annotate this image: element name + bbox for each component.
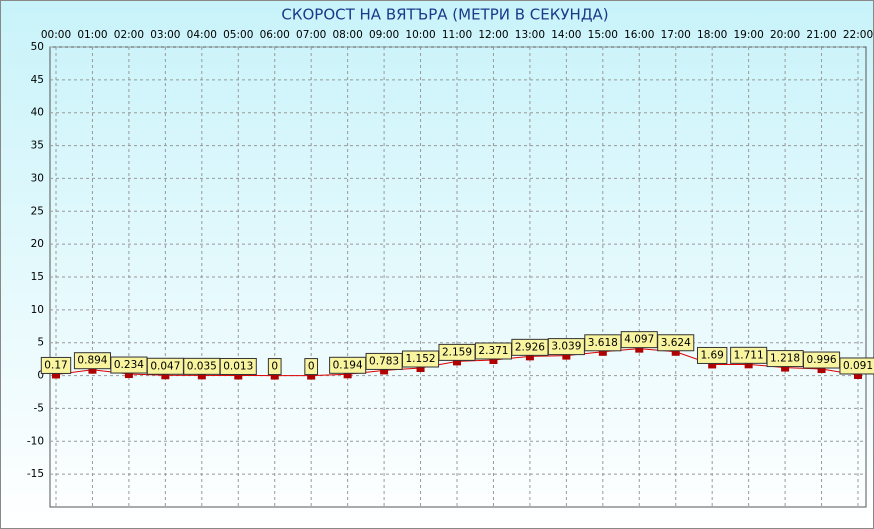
x-tick-label: 11:00	[442, 29, 472, 41]
value-label-box	[657, 334, 695, 352]
x-tick-label: 18:00	[697, 29, 727, 41]
marker	[416, 366, 425, 373]
x-tick-label: 10:00	[405, 29, 435, 41]
value-label: 1.711	[734, 349, 764, 361]
value-label: 0.783	[369, 355, 399, 367]
y-tick-label: 20	[31, 238, 44, 250]
y-tick-label: 15	[31, 271, 44, 283]
value-label: 2.159	[442, 346, 472, 358]
y-tick-label: 5	[37, 337, 44, 349]
x-tick-label: 02:00	[114, 29, 144, 41]
x-tick-label: 06:00	[260, 29, 290, 41]
value-label: 3.039	[551, 341, 581, 353]
x-tick-label: 16:00	[624, 29, 654, 41]
value-label: 1.152	[406, 353, 436, 365]
value-label-box	[696, 346, 728, 364]
value-label: 0.013	[223, 360, 253, 372]
x-tick-label: 12:00	[478, 29, 508, 41]
marker	[525, 354, 534, 361]
marker	[88, 367, 97, 374]
marker	[562, 353, 571, 360]
value-label: 0.996	[807, 354, 837, 366]
marker	[598, 349, 607, 356]
marker	[234, 373, 243, 380]
marker	[854, 372, 862, 379]
value-label: 0.035	[187, 360, 217, 372]
marker	[52, 372, 60, 379]
x-tick-label: 04:00	[187, 29, 217, 41]
value-label-box	[839, 357, 874, 375]
marker	[744, 362, 753, 369]
x-tick-label: 22:00	[843, 29, 873, 41]
marker	[197, 373, 206, 380]
marker	[380, 368, 389, 375]
y-tick-label: 30	[31, 172, 44, 184]
x-tick-label: 05:00	[223, 29, 253, 41]
marker	[270, 373, 279, 380]
value-label: 0.234	[114, 359, 144, 371]
value-label: 0	[308, 361, 315, 373]
x-tick-label: 19:00	[734, 29, 764, 41]
value-label: 2.926	[515, 341, 545, 353]
value-label: 3.618	[588, 337, 618, 349]
chart-title: СКОРОСТ НА ВЯТЪРА (МЕТРИ В СЕКУНДА)	[281, 6, 608, 24]
value-label: 2.371	[478, 345, 508, 357]
value-label: 1.69	[700, 349, 723, 361]
value-label: 1.218	[770, 353, 800, 365]
x-tick-label: 21:00	[806, 29, 836, 41]
marker	[124, 372, 133, 379]
x-tick-label: 08:00	[333, 29, 363, 41]
y-tick-label: -15	[27, 468, 44, 480]
marker	[453, 359, 461, 366]
value-label: 0.047	[150, 360, 180, 372]
x-tick-label: 07:00	[296, 29, 326, 41]
marker	[161, 373, 170, 380]
value-label-box	[304, 358, 319, 376]
value-label: 0	[271, 361, 278, 373]
x-tick-label: 03:00	[150, 29, 180, 41]
value-label: 0.894	[77, 355, 107, 367]
y-tick-label: 10	[31, 304, 44, 316]
y-tick-label: 40	[31, 107, 44, 119]
y-tick-label: 0	[37, 370, 44, 382]
value-label-box	[40, 356, 72, 374]
x-tick-label: 01:00	[77, 29, 107, 41]
marker	[781, 365, 790, 372]
marker	[817, 367, 826, 374]
x-tick-label: 17:00	[661, 29, 691, 41]
value-label: 0.091	[843, 360, 873, 372]
value-label: 0.194	[333, 359, 363, 371]
x-tick-label: 15:00	[588, 29, 618, 41]
marker	[635, 346, 644, 353]
y-tick-label: 50	[31, 41, 44, 53]
value-label: 0.17	[44, 359, 67, 371]
y-tick-label: -10	[27, 435, 44, 447]
value-label-box	[219, 357, 257, 375]
value-label: 3.624	[661, 337, 691, 349]
y-tick-label: -5	[34, 402, 44, 414]
x-tick-label: 20:00	[770, 29, 800, 41]
value-label-box	[267, 358, 282, 376]
x-tick-label: 14:00	[551, 29, 581, 41]
x-tick-label: 13:00	[515, 29, 545, 41]
marker	[307, 373, 316, 380]
x-tick-label: 09:00	[369, 29, 399, 41]
y-tick-label: 35	[31, 140, 44, 152]
marker	[489, 357, 498, 364]
y-tick-label: 25	[31, 205, 44, 217]
y-tick-label: 45	[31, 74, 44, 86]
value-label: 4.097	[624, 334, 654, 346]
x-tick-label: 00:00	[41, 29, 71, 41]
marker	[343, 372, 352, 379]
marker	[671, 349, 680, 356]
marker	[708, 362, 717, 369]
